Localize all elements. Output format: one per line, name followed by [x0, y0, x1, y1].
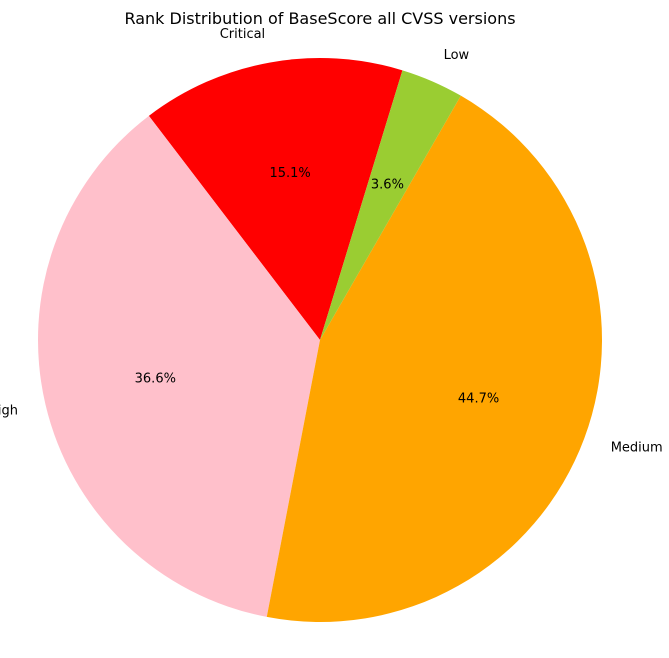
- pie-labels: 15.1% Critical 36.6% High 44.7% Medium 3.6% Low: [0, 27, 663, 456]
- pie-pct-label-medium: 44.7%: [458, 392, 499, 407]
- pie-slices: [38, 57, 602, 623]
- pie-slice-critical: [148, 57, 403, 340]
- pie-pct-label-low: 3.6%: [371, 177, 404, 192]
- pie-slice-low: [320, 70, 461, 341]
- chart-title: Rank Distribution of BaseScore all CVSS …: [124, 9, 515, 28]
- pie-slice-high: [38, 115, 321, 617]
- pie-label-high: High: [0, 404, 18, 419]
- pie-label-critical: Critical: [220, 27, 265, 42]
- pie-label-low: Low: [444, 48, 470, 63]
- pie-label-medium: Medium: [611, 441, 663, 456]
- pie-pct-label-critical: 15.1%: [269, 166, 310, 181]
- pie-slice-medium: [266, 95, 602, 623]
- pie-pct-label-high: 36.6%: [135, 371, 176, 386]
